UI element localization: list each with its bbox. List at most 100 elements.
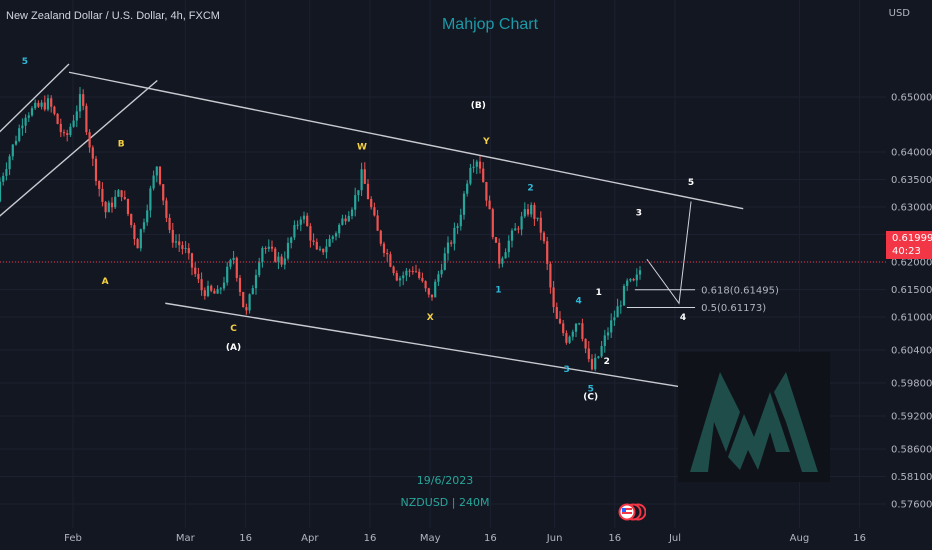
- candle: [555, 307, 558, 319]
- candle: [203, 290, 206, 297]
- candle: [587, 348, 590, 360]
- candle: [165, 200, 168, 218]
- candle: [24, 117, 27, 126]
- candle: [210, 285, 213, 291]
- candle: [190, 253, 194, 268]
- candle: [200, 279, 203, 291]
- candle: [53, 106, 56, 114]
- wave-label: 5: [22, 57, 28, 67]
- candle: [517, 228, 520, 230]
- candle: [488, 200, 491, 210]
- time-axis[interactable]: Feb Mar 16 Apr 16 May 16 Jun 16 Jul Aug 16: [64, 533, 866, 544]
- y-tick-label: 0.58100: [891, 472, 932, 483]
- candle: [181, 245, 184, 249]
- candle: [139, 229, 142, 249]
- candle: [213, 290, 216, 294]
- wave-label: 2: [604, 357, 610, 367]
- candle: [389, 254, 392, 267]
- candle: [379, 230, 382, 244]
- candle: [302, 215, 306, 220]
- y-tick-label: 0.60400: [891, 346, 932, 357]
- candle: [395, 272, 398, 281]
- price-axis[interactable]: 0.650000.640000.635000.630000.625000.620…: [891, 93, 932, 511]
- y-tick-label: 0.63500: [891, 175, 932, 186]
- candle: [568, 336, 571, 343]
- candle: [88, 132, 91, 148]
- candle: [104, 201, 107, 213]
- candle: [472, 166, 475, 168]
- candle: [581, 323, 584, 339]
- candle: [254, 275, 258, 289]
- wave-label: C: [230, 324, 237, 334]
- candle: [350, 209, 354, 216]
- events-flag-icon[interactable]: [616, 502, 646, 522]
- candle: [530, 204, 533, 215]
- candle: [456, 226, 459, 228]
- candle: [405, 270, 408, 276]
- y-tick-label: 0.63000: [891, 203, 932, 214]
- candle: [510, 230, 514, 241]
- candle: [354, 195, 357, 210]
- y-tick-label: 0.64000: [891, 148, 932, 159]
- candle: [622, 285, 626, 306]
- candle: [136, 239, 139, 249]
- candle: [402, 275, 405, 279]
- candle: [482, 168, 485, 183]
- x-tick-label: 16: [239, 533, 252, 544]
- candle: [478, 161, 482, 169]
- candle: [219, 288, 222, 290]
- channel-line: [0, 79, 158, 217]
- candle: [40, 102, 43, 107]
- candle: [267, 246, 270, 249]
- candle: [283, 258, 286, 265]
- candle: [638, 270, 642, 275]
- brand-title: Mahjop Chart: [441, 16, 539, 33]
- footer-date: 19/6/2023: [416, 474, 474, 487]
- candle: [248, 294, 251, 311]
- candle: [149, 188, 152, 211]
- candle: [370, 199, 373, 208]
- candle: [184, 248, 187, 250]
- candle: [373, 207, 376, 216]
- candle: [501, 258, 504, 264]
- candle: [446, 242, 450, 254]
- fib-levels: 0.618(0.61495) 0.5(0.61173): [626, 285, 779, 314]
- y-tick-label: 0.59800: [891, 379, 932, 390]
- candle: [635, 274, 638, 281]
- candle: [325, 246, 328, 253]
- candle: [331, 236, 334, 239]
- candle: [459, 214, 462, 227]
- candle: [462, 193, 466, 215]
- candle: [293, 225, 296, 238]
- candle: [299, 219, 302, 225]
- wave-label: 5: [588, 384, 594, 394]
- channel-line: [165, 302, 736, 397]
- candle: [526, 209, 530, 215]
- candle: [158, 166, 162, 185]
- currency-label: USD: [888, 8, 910, 19]
- candle: [549, 263, 552, 288]
- candle: [11, 144, 14, 157]
- candle: [610, 320, 613, 333]
- candle: [498, 242, 501, 264]
- y-tick-label: 0.59200: [891, 412, 932, 423]
- candle: [178, 241, 181, 246]
- candle: [546, 241, 549, 264]
- candle: [418, 271, 421, 278]
- candle: [290, 237, 293, 243]
- candle: [318, 248, 322, 250]
- wave-label: 1: [596, 288, 602, 298]
- candle: [123, 197, 126, 199]
- candle: [238, 277, 242, 293]
- candle: [242, 292, 245, 308]
- candle: [155, 166, 158, 176]
- y-tick-label: 0.57600: [891, 500, 932, 511]
- y-tick-label: 0.58600: [891, 445, 932, 456]
- candle: [101, 188, 104, 202]
- candle: [216, 289, 219, 294]
- candle: [619, 305, 622, 307]
- candle: [146, 210, 149, 223]
- candle: [197, 273, 200, 280]
- candle: [306, 215, 309, 227]
